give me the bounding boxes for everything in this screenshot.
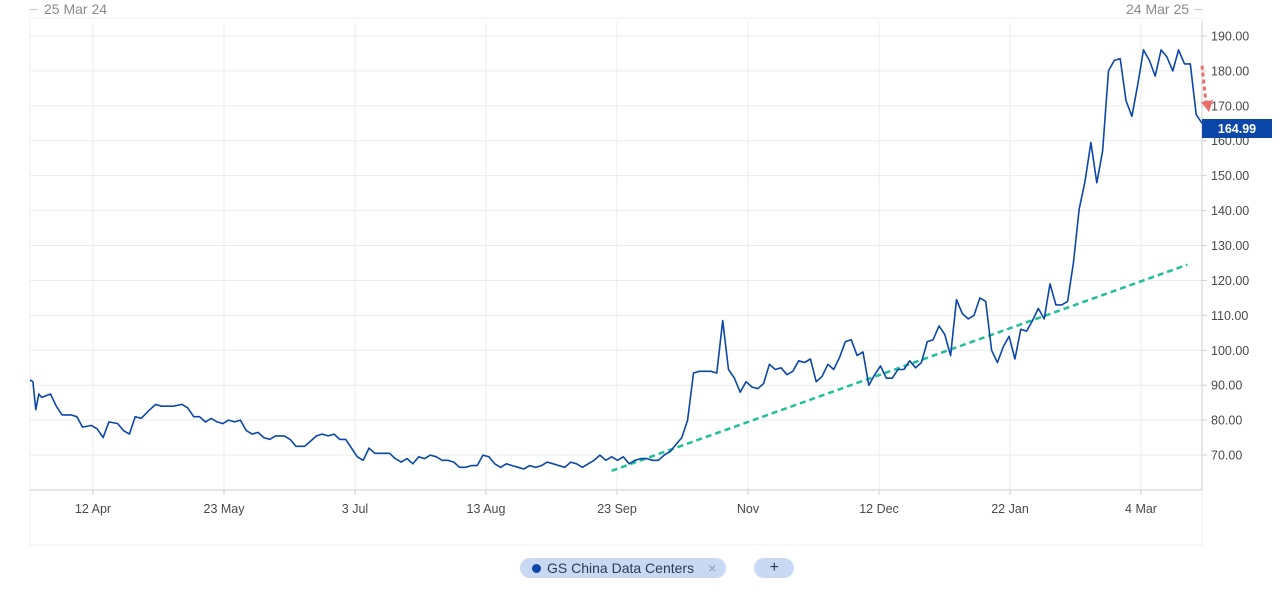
y-tick-label: 130.00 bbox=[1211, 239, 1249, 253]
series-line bbox=[29, 49, 1203, 470]
y-tick-label: 100.00 bbox=[1211, 344, 1249, 358]
x-tick-label: 22 Jan bbox=[991, 502, 1029, 516]
y-tick-label: 120.00 bbox=[1211, 274, 1249, 288]
add-series-button[interactable]: + bbox=[754, 558, 795, 578]
range-end-label: 24 Mar 25 bbox=[1126, 1, 1190, 17]
y-tick-label: 80.00 bbox=[1211, 414, 1242, 428]
y-tick-label: 170.00 bbox=[1211, 99, 1249, 113]
y-tick-label: 190.00 bbox=[1211, 29, 1249, 43]
x-tick-label: 4 Mar bbox=[1125, 502, 1157, 516]
x-tick-label: 13 Aug bbox=[467, 502, 506, 516]
annotation-arrow-shaft bbox=[1200, 65, 1208, 104]
x-tick-label: Nov bbox=[737, 502, 760, 516]
x-tick-label: 23 Sep bbox=[597, 502, 637, 516]
series-chip[interactable]: GS China Data Centers × bbox=[520, 558, 727, 578]
range-start-tick bbox=[30, 9, 38, 10]
annotation-arrow-head bbox=[1201, 100, 1213, 113]
y-tick-label: 110.00 bbox=[1211, 309, 1248, 323]
y-tick-label: 150.00 bbox=[1211, 169, 1249, 183]
last-price-badge: 164.99 bbox=[1202, 119, 1272, 138]
series-color-dot bbox=[532, 563, 541, 573]
series-chip-label: GS China Data Centers bbox=[547, 560, 695, 576]
plot-frame bbox=[29, 17, 1203, 546]
y-tick-label: 90.00 bbox=[1211, 379, 1242, 393]
legend-bar: GS China Data Centers × + bbox=[520, 558, 795, 578]
y-tick-label: 180.00 bbox=[1211, 64, 1249, 78]
x-tick-label: 3 Jul bbox=[342, 502, 368, 516]
x-tick-label: 12 Apr bbox=[75, 502, 111, 516]
x-tick-label: 12 Dec bbox=[859, 502, 899, 516]
range-start-label: 25 Mar 24 bbox=[44, 1, 108, 17]
close-icon[interactable]: × bbox=[708, 560, 717, 576]
plus-icon: + bbox=[769, 559, 779, 576]
range-end-tick bbox=[1194, 9, 1202, 10]
y-tick-label: 70.00 bbox=[1211, 449, 1242, 463]
y-tick-label: 140.00 bbox=[1211, 204, 1249, 218]
trendline bbox=[611, 263, 1188, 472]
x-tick-label: 23 May bbox=[204, 502, 246, 516]
